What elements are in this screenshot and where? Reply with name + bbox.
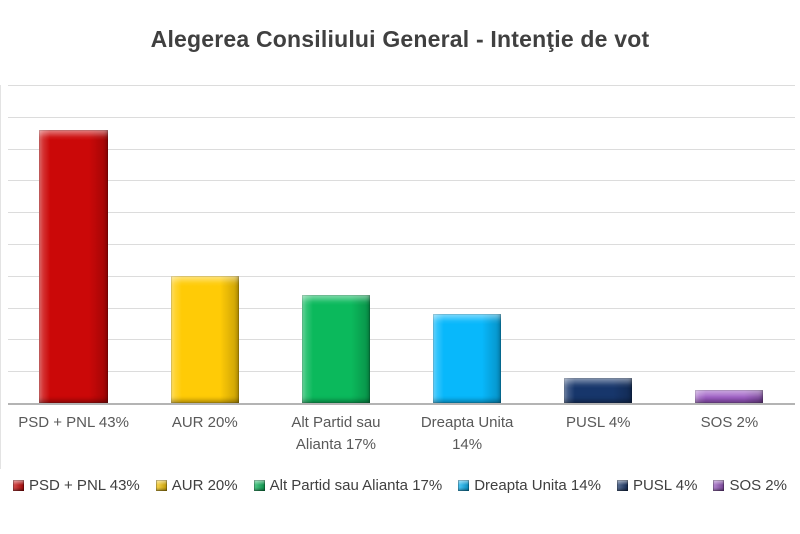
gridline-50 xyxy=(8,85,795,86)
bar-slot-aur-20 xyxy=(139,85,270,403)
legend-swatch-icon xyxy=(713,480,725,491)
x-axis-label-text: PUSL 4% xyxy=(566,414,631,431)
plot-area xyxy=(8,85,795,405)
chart-title: Alegerea Consiliului General - Intenţie … xyxy=(150,26,650,52)
x-axis-label-text: AUR 20% xyxy=(171,414,238,431)
legend: PSD + PNL 43% AUR 20% Alt Partid sau Alian… xyxy=(0,477,800,494)
gridline-5 xyxy=(8,371,795,373)
gridline-40 xyxy=(8,148,795,150)
bar-aur-20 xyxy=(170,275,239,403)
x-axis-label-text: Dreapta Unita 14% xyxy=(420,414,514,453)
bar-alt-partid-sau-alianta-17 xyxy=(301,294,370,403)
legend-item-pusl-4: PUSL 4% xyxy=(616,477,698,494)
legend-label: SOS 2% xyxy=(729,477,787,494)
bar-dreapta-unita-14 xyxy=(432,313,502,403)
legend-label: PSD + PNL 43% xyxy=(29,477,140,494)
gridline-35 xyxy=(8,180,795,182)
gridline-20 xyxy=(8,275,795,277)
x-axis-label-text: Alt Partid sau Alianta 17% xyxy=(291,414,381,453)
legend-item-sos-2: SOS 2% xyxy=(713,477,787,494)
x-axis-label-text: SOS 2% xyxy=(700,414,759,431)
legend-swatch-icon xyxy=(253,480,265,491)
legend-swatch-icon xyxy=(13,480,24,491)
legend-label: Alt Partid sau Alianta 17% xyxy=(269,477,443,494)
gridline-45 xyxy=(8,116,795,118)
x-axis-label-text: PSD + PNL 43% xyxy=(18,414,129,431)
legend-swatch-icon xyxy=(155,480,167,491)
legend-swatch-icon xyxy=(616,480,628,491)
gridline-15 xyxy=(8,307,795,309)
x-axis-label-pusl-4: PUSL 4% xyxy=(533,412,664,456)
x-axis-label-aur-20: AUR 20% xyxy=(139,412,270,456)
bar-slot-alt-partid-sau-alianta-17 xyxy=(270,85,401,403)
legend-item-dreapta-unita-14: Dreapta Unita 14% xyxy=(458,477,601,494)
bar-slot-pusl-4 xyxy=(533,85,664,403)
x-axis-label-alt-partid-sau-alianta-17: Alt Partid sau Alianta 17% xyxy=(270,412,401,456)
gridline-30 xyxy=(8,212,795,214)
x-axis-label-dreapta-unita-14: Dreapta Unita 14% xyxy=(402,412,533,456)
bar-slot-psd-pnl-43 xyxy=(8,85,139,403)
x-axis-labels: PSD + PNL 43% AUR 20% Alt Partid sau Alian… xyxy=(8,412,795,456)
bar-pusl-4 xyxy=(564,377,633,403)
legend-item-psd-pnl-43: PSD + PNL 43% xyxy=(13,477,140,494)
legend-swatch-icon xyxy=(458,480,470,491)
bar-slot-dreapta-unita-14 xyxy=(402,85,533,403)
legend-item-alt-partid-sau-alianta-17: Alt Partid sau Alianta 17% xyxy=(253,477,443,494)
legend-label: AUR 20% xyxy=(171,477,238,494)
legend-label: Dreapta Unita 14% xyxy=(474,477,601,494)
gridline-10 xyxy=(8,339,795,341)
legend-label: PUSL 4% xyxy=(632,477,698,494)
x-axis-label-psd-pnl-43: PSD + PNL 43% xyxy=(8,412,139,456)
chart-left-edge-line xyxy=(0,85,1,469)
legend-item-aur-20: AUR 20% xyxy=(155,477,238,494)
bar-sos-2 xyxy=(695,390,764,403)
bar-psd-pnl-43 xyxy=(39,129,108,403)
gridline-25 xyxy=(8,244,795,245)
x-axis-label-sos-2: SOS 2% xyxy=(664,412,795,456)
bar-slot-sos-2 xyxy=(664,85,795,403)
